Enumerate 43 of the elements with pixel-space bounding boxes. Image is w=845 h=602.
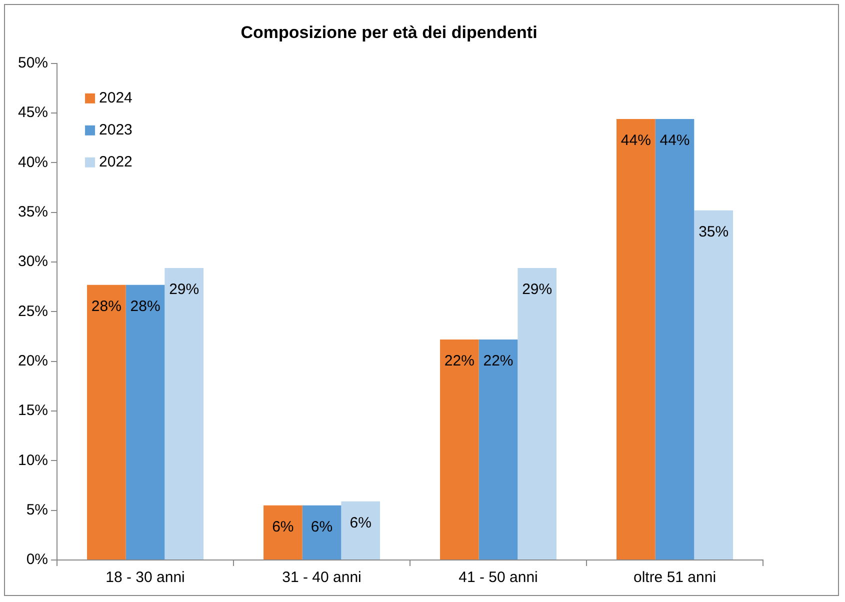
y-tick-label: 15% (18, 402, 48, 420)
data-label: 44% (660, 132, 690, 150)
data-label: 35% (698, 224, 729, 241)
legend-label: 2022 (99, 154, 132, 171)
x-tick-label: oltre 51 anni (633, 569, 716, 586)
data-label: 6% (310, 518, 333, 536)
bar (164, 268, 204, 560)
bar (478, 340, 518, 560)
data-label: 29% (522, 281, 552, 298)
data-label: 28% (130, 298, 160, 316)
bar (264, 505, 302, 560)
y-tick-label: 40% (18, 154, 48, 171)
data-label: 6% (350, 514, 372, 532)
chart-title: Composizione per età dei dipendenti (240, 22, 538, 42)
y-tick-label: 45% (18, 104, 48, 122)
bar (655, 119, 694, 560)
bar (126, 284, 165, 560)
data-label: 6% (272, 518, 294, 536)
y-tick-label: 20% (18, 352, 48, 370)
data-label: 29% (169, 281, 200, 298)
x-tick-label: 31 - 40 anni (282, 569, 362, 586)
data-label: 44% (620, 132, 651, 150)
bar (302, 505, 342, 560)
y-tick-label: 5% (26, 501, 48, 518)
y-tick-label: 10% (18, 452, 48, 469)
x-tick-label: 18 - 30 anni (106, 569, 185, 586)
y-tick-label: 30% (18, 253, 48, 270)
bar (440, 340, 479, 560)
bar (87, 284, 126, 560)
data-label: 28% (91, 298, 122, 316)
x-tick-label: 41 - 50 anni (458, 569, 538, 586)
legend-label: 2024 (99, 90, 132, 107)
bar (518, 268, 556, 560)
data-label: 22% (444, 352, 474, 370)
bar (341, 501, 380, 560)
legend-label: 2023 (99, 122, 132, 139)
y-tick-label: 50% (18, 54, 48, 72)
bar (616, 119, 656, 560)
y-tick-label: 35% (18, 204, 48, 221)
data-label: 22% (483, 352, 514, 370)
y-tick-label: 0% (26, 551, 48, 568)
bar (694, 210, 733, 560)
y-tick-label: 25% (18, 302, 48, 320)
